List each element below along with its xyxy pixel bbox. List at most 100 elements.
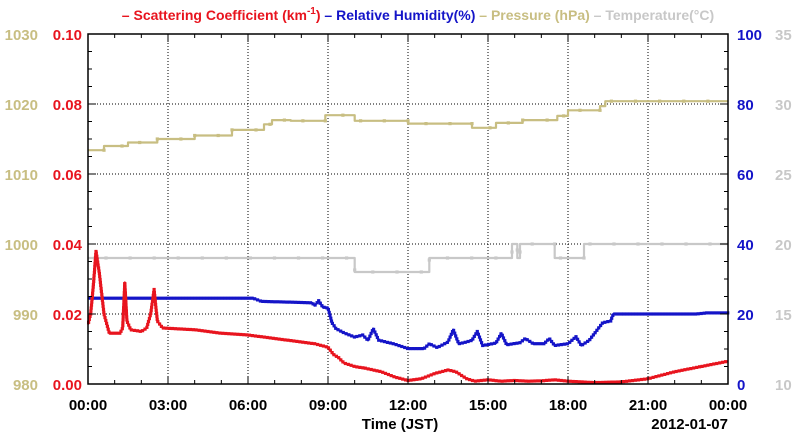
data-point: [301, 340, 305, 344]
data-point: [127, 323, 131, 327]
data-point: [106, 327, 110, 331]
data-point: [674, 369, 678, 374]
data-point: [121, 318, 125, 322]
data-point: [139, 296, 143, 300]
data-point: [559, 343, 563, 347]
data-point: [327, 310, 331, 314]
data-point: [558, 256, 563, 260]
data-point: [501, 336, 506, 340]
data-point: [530, 242, 534, 246]
data-point: [448, 122, 452, 126]
data-point: [359, 119, 363, 123]
data-point: [310, 341, 314, 345]
data-point: [99, 283, 103, 287]
data-point: [94, 249, 98, 254]
data-point: [699, 311, 703, 316]
data-point: [539, 342, 543, 346]
data-point: [392, 375, 396, 379]
data-point: [157, 296, 161, 300]
series-markers-0: [102, 99, 710, 152]
data-point: [577, 380, 581, 384]
data-point: [88, 296, 92, 300]
data-point: [651, 312, 656, 316]
data-point: [445, 256, 450, 260]
data-point: [556, 378, 560, 382]
data-point: [321, 256, 325, 260]
data-point: [492, 341, 497, 345]
data-point: [206, 329, 210, 334]
data-point: [506, 121, 510, 125]
data-point: [475, 329, 479, 334]
data-point: [95, 254, 99, 258]
data-point: [680, 368, 684, 372]
data-point: [214, 296, 218, 300]
data-point: [248, 256, 252, 260]
data-point: [715, 361, 719, 366]
data-point: [172, 296, 176, 300]
data-point: [92, 273, 96, 278]
data-point: [100, 298, 104, 302]
data-point: [227, 332, 231, 336]
data-point: [633, 378, 638, 382]
data-point: [449, 332, 453, 336]
data-point: [101, 307, 106, 311]
data-point: [259, 335, 263, 339]
data-point: [714, 311, 718, 315]
data-point: [358, 334, 362, 338]
data-point: [525, 338, 529, 342]
data-point: [660, 373, 664, 377]
legend-dash-0: –: [122, 7, 134, 23]
data-point: [692, 366, 696, 370]
data-point: [721, 360, 725, 364]
data-point: [683, 368, 687, 372]
data-point: [398, 376, 402, 380]
data-point: [235, 296, 239, 300]
data-point: [452, 369, 456, 373]
data-point: [233, 332, 237, 336]
data-point: [217, 296, 221, 300]
data-point: [125, 315, 129, 319]
data-point: [98, 274, 102, 279]
data-point: [636, 378, 641, 382]
data-point: [152, 287, 156, 292]
data-point: [586, 380, 590, 384]
data-point: [497, 379, 501, 383]
data-point: [666, 312, 671, 316]
data-point: [723, 311, 727, 315]
x-tick-label: 06:00: [229, 397, 267, 414]
data-point: [163, 296, 167, 300]
data-point: [179, 137, 183, 141]
data-point: [415, 377, 419, 381]
data-point: [654, 375, 658, 379]
legend-dash-2: –: [475, 7, 491, 23]
data-point: [155, 311, 159, 315]
data-point: [506, 343, 510, 347]
data-point: [245, 333, 249, 337]
legend-label-2: Pressure (hPa): [491, 7, 590, 23]
data-point: [610, 380, 614, 384]
data-point: [542, 379, 546, 383]
data-point: [145, 325, 149, 329]
data-point: [478, 338, 483, 342]
data-point: [121, 321, 125, 325]
data-point: [91, 282, 95, 287]
data-point: [330, 351, 334, 355]
data-point: [690, 312, 695, 316]
data-point: [92, 279, 96, 284]
data-point: [468, 378, 472, 382]
data-point: [553, 378, 557, 382]
pressure-tick-label: 1010: [5, 167, 38, 184]
data-point: [258, 299, 262, 303]
temperature-tick-label: 30: [775, 97, 792, 114]
data-point: [150, 302, 154, 306]
data-point: [419, 270, 423, 274]
data-point: [606, 320, 610, 324]
data-point: [515, 379, 519, 383]
data-point: [642, 377, 647, 381]
data-point: [254, 128, 258, 132]
data-point: [651, 375, 655, 379]
data-point: [509, 379, 513, 383]
data-point: [371, 270, 375, 274]
data-point: [521, 118, 525, 122]
data-point: [211, 296, 215, 300]
